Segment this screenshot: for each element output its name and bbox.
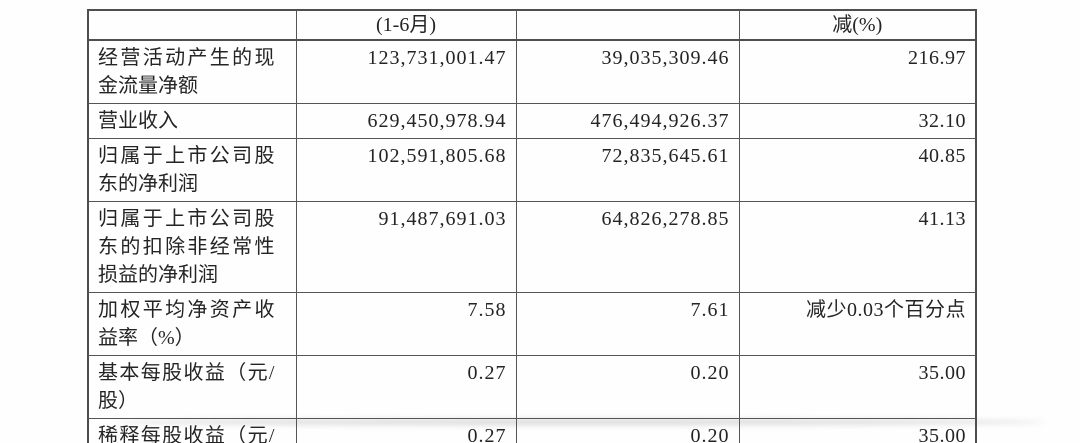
row-label: 基本每股收益（元/股） bbox=[87, 355, 297, 419]
current-period-value: 123,731,001.47 bbox=[295, 39, 517, 104]
change-value: 35.00 bbox=[738, 418, 977, 443]
financial-summary-table: (1-6月) 减(%) 经营活动产生的现金流量净额 123,731,001.47… bbox=[87, 9, 977, 443]
row-label: 归属于上市公司股东的净利润 bbox=[87, 138, 297, 202]
row-label: 加权平均净资产收益率（%） bbox=[87, 292, 297, 356]
prior-period-value: 0.20 bbox=[515, 355, 740, 419]
column-header-change-percent: 减(%) bbox=[738, 9, 977, 41]
change-value: 32.10 bbox=[738, 103, 977, 139]
prior-period-value: 0.20 bbox=[515, 418, 740, 443]
change-value: 41.13 bbox=[738, 201, 977, 293]
table-row-operating-cash-flow: 经营活动产生的现金流量净额 123,731,001.47 39,035,309.… bbox=[87, 39, 977, 104]
prior-period-value: 7.61 bbox=[515, 292, 740, 356]
change-value: 减少0.03个百分点 bbox=[738, 292, 977, 356]
table-header-row: (1-6月) 减(%) bbox=[87, 9, 977, 41]
current-period-value: 102,591,805.68 bbox=[295, 138, 517, 202]
current-period-value: 7.58 bbox=[295, 292, 517, 356]
table-row-net-profit-attributable: 归属于上市公司股东的净利润 102,591,805.68 72,835,645.… bbox=[87, 138, 977, 202]
row-label: 经营活动产生的现金流量净额 bbox=[87, 39, 297, 104]
current-period-value: 91,487,691.03 bbox=[295, 201, 517, 293]
prior-period-value: 72,835,645.61 bbox=[515, 138, 740, 202]
current-period-value: 0.27 bbox=[295, 418, 517, 443]
table-row-weighted-avg-roe: 加权平均净资产收益率（%） 7.58 7.61 减少0.03个百分点 bbox=[87, 292, 977, 356]
prior-period-value: 39,035,309.46 bbox=[515, 39, 740, 104]
scan-shadow-artifact bbox=[115, 419, 1045, 425]
change-value: 40.85 bbox=[738, 138, 977, 202]
change-value: 216.97 bbox=[738, 39, 977, 104]
table-row-diluted-eps: 稀释每股收益（元/股） 0.27 0.20 35.00 bbox=[87, 418, 977, 443]
change-value: 35.00 bbox=[738, 355, 977, 419]
table-row-operating-revenue: 营业收入 629,450,978.94 476,494,926.37 32.10 bbox=[87, 103, 977, 139]
row-label: 稀释每股收益（元/股） bbox=[87, 418, 297, 443]
current-period-value: 0.27 bbox=[295, 355, 517, 419]
column-header-prior-period bbox=[515, 9, 740, 41]
current-period-value: 629,450,978.94 bbox=[295, 103, 517, 139]
table-row-net-profit-excl-nonrecurring: 归属于上市公司股东的扣除非经常性损益的净利润 91,487,691.03 64,… bbox=[87, 201, 977, 293]
column-header-label bbox=[87, 9, 297, 41]
row-label: 营业收入 bbox=[87, 103, 297, 139]
prior-period-value: 476,494,926.37 bbox=[515, 103, 740, 139]
table-row-basic-eps: 基本每股收益（元/股） 0.27 0.20 35.00 bbox=[87, 355, 977, 419]
prior-period-value: 64,826,278.85 bbox=[515, 201, 740, 293]
row-label: 归属于上市公司股东的扣除非经常性损益的净利润 bbox=[87, 201, 297, 293]
column-header-current-period: (1-6月) bbox=[295, 9, 517, 41]
